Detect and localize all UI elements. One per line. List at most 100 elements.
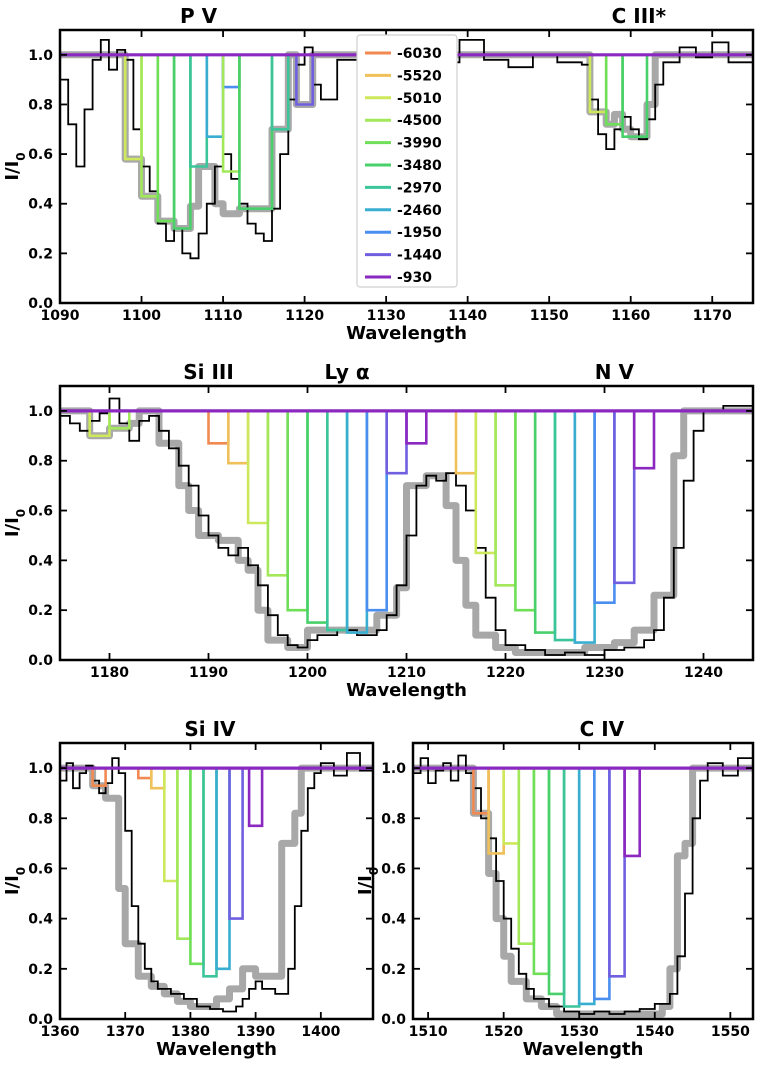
x-tick-label: 1140 xyxy=(448,308,487,324)
x-tick-label: 1180 xyxy=(90,665,129,681)
x-tick-label: 1390 xyxy=(236,1024,275,1040)
y-tick-label: 0.0 xyxy=(381,1012,406,1028)
x-tick-label: 1240 xyxy=(684,665,723,681)
y-tick-label: 1.0 xyxy=(28,761,53,777)
absorber-component xyxy=(247,768,264,828)
y-tick-label: 0.0 xyxy=(28,296,53,312)
x-tick-label: 1550 xyxy=(711,1024,750,1040)
legend-label: -1440 xyxy=(397,248,442,264)
x-tick-label: 1100 xyxy=(122,308,161,324)
x-tick-label: 1120 xyxy=(285,308,324,324)
absorber-component xyxy=(306,410,329,624)
plot-area xyxy=(60,397,753,656)
x-axis-title: Wavelength xyxy=(346,323,467,344)
x-tick-label: 1520 xyxy=(484,1024,523,1040)
absorber-component xyxy=(238,54,274,210)
absorber-component xyxy=(365,410,388,612)
x-tick-label: 1380 xyxy=(171,1024,210,1040)
x-tick-label: 1220 xyxy=(486,665,525,681)
legend-label: -3990 xyxy=(397,136,442,152)
y-tick-label: 0.2 xyxy=(28,603,53,619)
absorber-component xyxy=(405,410,428,445)
absorber-component xyxy=(295,54,314,106)
absorber-component xyxy=(221,54,241,89)
absorber-component xyxy=(270,54,290,131)
absorber-component xyxy=(176,768,192,940)
x-tick-label: 1510 xyxy=(409,1024,448,1040)
y-axis-title-main: I/I xyxy=(2,161,23,181)
absorber-component xyxy=(593,768,611,1001)
y-tick-label: 0.6 xyxy=(28,861,53,877)
x-tick-label: 1200 xyxy=(288,665,327,681)
absorber-component xyxy=(474,410,497,555)
x-axis-title: Wavelength xyxy=(156,1039,277,1060)
absorber-component xyxy=(494,410,517,587)
y-tick-label: 0.4 xyxy=(28,912,53,928)
y-axis-title-main: I/I xyxy=(2,875,23,895)
y-axis-title-main: I/I xyxy=(2,517,23,537)
absorber-component xyxy=(562,768,581,1008)
legend-label: -3480 xyxy=(397,158,442,174)
legend-label: -2970 xyxy=(397,180,442,196)
absorber-component xyxy=(227,410,250,465)
x-tick-label: 1540 xyxy=(635,1024,674,1040)
legend-label: -6030 xyxy=(397,46,442,62)
y-tick-label: 0.6 xyxy=(28,147,53,163)
absorber-component xyxy=(533,410,557,634)
y-tick-label: 0.6 xyxy=(381,861,406,877)
absorber-component xyxy=(266,410,289,577)
y-axis-title: I/I0 xyxy=(2,152,28,180)
x-axis-title: Wavelength xyxy=(523,1039,644,1060)
ion-label: C III* xyxy=(612,4,667,28)
y-tick-label: 1.0 xyxy=(381,761,406,777)
legend-label: -5520 xyxy=(397,68,442,84)
x-tick-label: 1090 xyxy=(41,308,80,324)
absorber-component xyxy=(326,410,349,632)
y-tick-label: 0.8 xyxy=(28,97,53,113)
x-tick-label: 1160 xyxy=(611,308,650,324)
absorber-component xyxy=(150,768,166,790)
y-tick-label: 0.6 xyxy=(28,504,53,520)
ion-label: P V xyxy=(180,4,218,28)
absorber-component xyxy=(623,768,641,858)
x-tick-label: 1190 xyxy=(189,665,228,681)
y-axis-title: I/I0 xyxy=(355,867,381,895)
absorber-component xyxy=(172,54,192,230)
x-axis-title: Wavelength xyxy=(346,680,467,701)
y-axis-title: I/I0 xyxy=(2,509,28,537)
x-tick-label: 1170 xyxy=(693,308,732,324)
x-tick-label: 1130 xyxy=(367,308,406,324)
y-tick-label: 0.2 xyxy=(381,962,406,978)
plot-frame xyxy=(58,741,375,1021)
legend-label: -1950 xyxy=(397,225,442,241)
absorber-component xyxy=(385,410,408,475)
x-tick-label: 1210 xyxy=(387,665,426,681)
y-axis-title-sub: 0 xyxy=(367,867,381,875)
panel-bottom-left: 1360 1370 1380 1390 1400 0.0 0.2 0.4 0.6 0.8 1.0 Wa… xyxy=(2,717,375,1060)
legend-label: -930 xyxy=(397,270,432,286)
panel-middle: 1180 1190 1200 1210 1220 1230 1240 0.0 0.2 0.4 0.6… xyxy=(2,360,755,701)
ion-label: Si IV xyxy=(184,717,236,741)
envelope-model xyxy=(413,764,753,1018)
absorber-component xyxy=(345,410,369,634)
ion-label: Ly α xyxy=(325,360,370,384)
absorber-component xyxy=(608,768,626,978)
absorber-component xyxy=(613,410,636,585)
legend-label: -2460 xyxy=(397,203,442,219)
y-tick-label: 0.4 xyxy=(28,197,53,213)
ion-label: Si III xyxy=(183,360,234,384)
plot-frame xyxy=(411,741,755,1021)
absorber-component xyxy=(207,410,230,445)
observed-spectrum xyxy=(413,754,753,1015)
y-axis-title-sub: 0 xyxy=(14,867,28,875)
y-tick-label: 1.0 xyxy=(28,48,53,64)
y-tick-label: 0.8 xyxy=(28,811,53,827)
legend-label: -5010 xyxy=(397,91,442,107)
envelope-model xyxy=(60,764,373,1010)
y-tick-label: 0.0 xyxy=(28,653,53,669)
y-axis-title-sub: 0 xyxy=(14,152,28,160)
absorber-component xyxy=(553,410,577,642)
y-tick-label: 0.2 xyxy=(28,962,53,978)
absorber-component xyxy=(205,54,225,138)
